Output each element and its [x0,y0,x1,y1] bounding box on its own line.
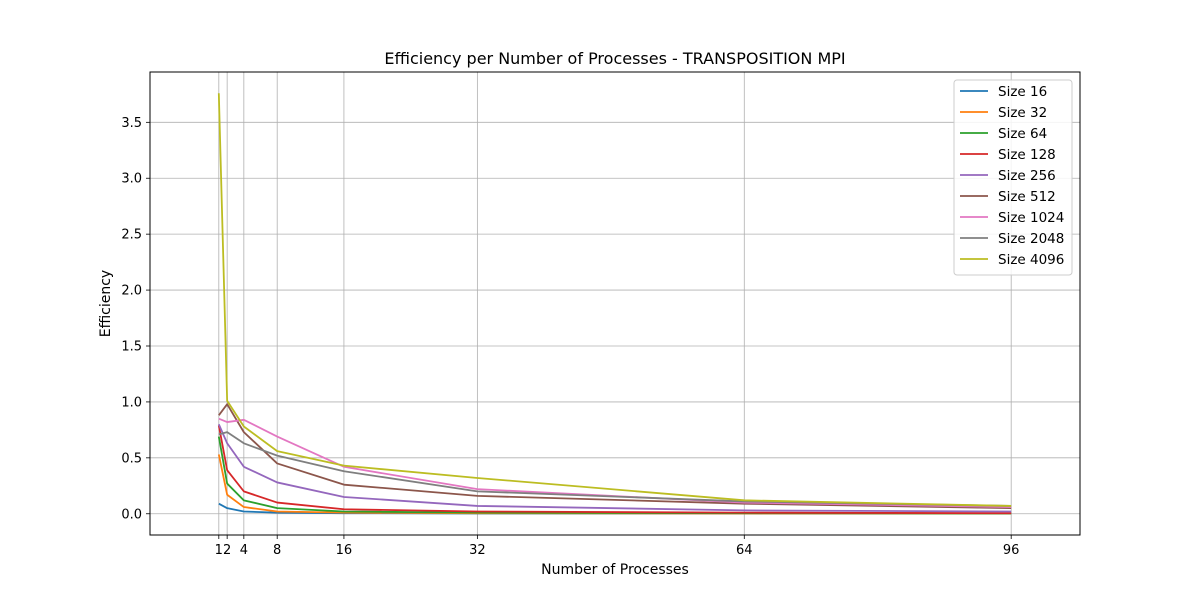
legend-entry: Size 256 [998,168,1056,184]
series-line-size-1024 [218,417,1012,508]
x-tick-label: 16 [336,543,353,558]
y-tick-label: 2.0 [121,284,142,299]
series-line-size-512 [218,403,1012,510]
y-tick-label: 1.5 [121,339,142,354]
legend-box [953,79,1073,276]
grid [150,72,1080,535]
legend-entry: Size 512 [998,189,1056,205]
y-tick-label: 0.0 [121,507,142,522]
x-tick-label: 32 [469,543,486,558]
legend-entry: Size 2048 [998,231,1064,247]
y-tick-label: 2.5 [121,228,142,243]
chart-title: Efficiency per Number of Processes - TRA… [384,49,845,68]
legend-entry: Size 64 [998,126,1047,142]
y-axis-ticks: 0.0 0.5 1.0 1.5 2.0 2.5 3.0 3.5 [121,116,150,522]
series-line-size-4096 [217,93,1012,507]
series-line-size-256 [217,423,1012,513]
series-line-size-64 [217,436,1012,515]
series-lines [217,93,1012,515]
x-tick-label: 8 [273,543,281,558]
y-tick-label: 1.0 [121,395,142,410]
y-axis-label: Efficiency [98,270,114,337]
legend-entry: Size 32 [998,105,1047,121]
series-line-size-2048 [218,431,1012,507]
legend-entry: Size 4096 [998,252,1064,268]
legend-entry: Size 128 [998,147,1056,163]
y-tick-label: 0.5 [121,451,142,466]
x-tick-label: 64 [736,543,753,558]
x-tick-label: 4 [240,543,248,558]
legend: Size 16 Size 32 Size 64 Size 128 Size 256 Siz… [953,79,1073,276]
y-tick-label: 3.5 [121,116,142,131]
x-axis-label: Number of Processes [541,562,689,578]
legend-entry: Size 16 [998,84,1047,100]
x-tick-label: 2 [223,543,231,558]
legend-entry: Size 1024 [998,210,1064,226]
y-tick-label: 3.0 [121,172,142,187]
plot-area-frame [149,71,1081,536]
x-axis-ticks: 1 2 4 8 16 32 64 96 [215,535,1020,558]
x-tick-label: 1 [215,543,223,558]
x-tick-label: 96 [1003,543,1020,558]
series-line-size-128 [217,425,1012,515]
